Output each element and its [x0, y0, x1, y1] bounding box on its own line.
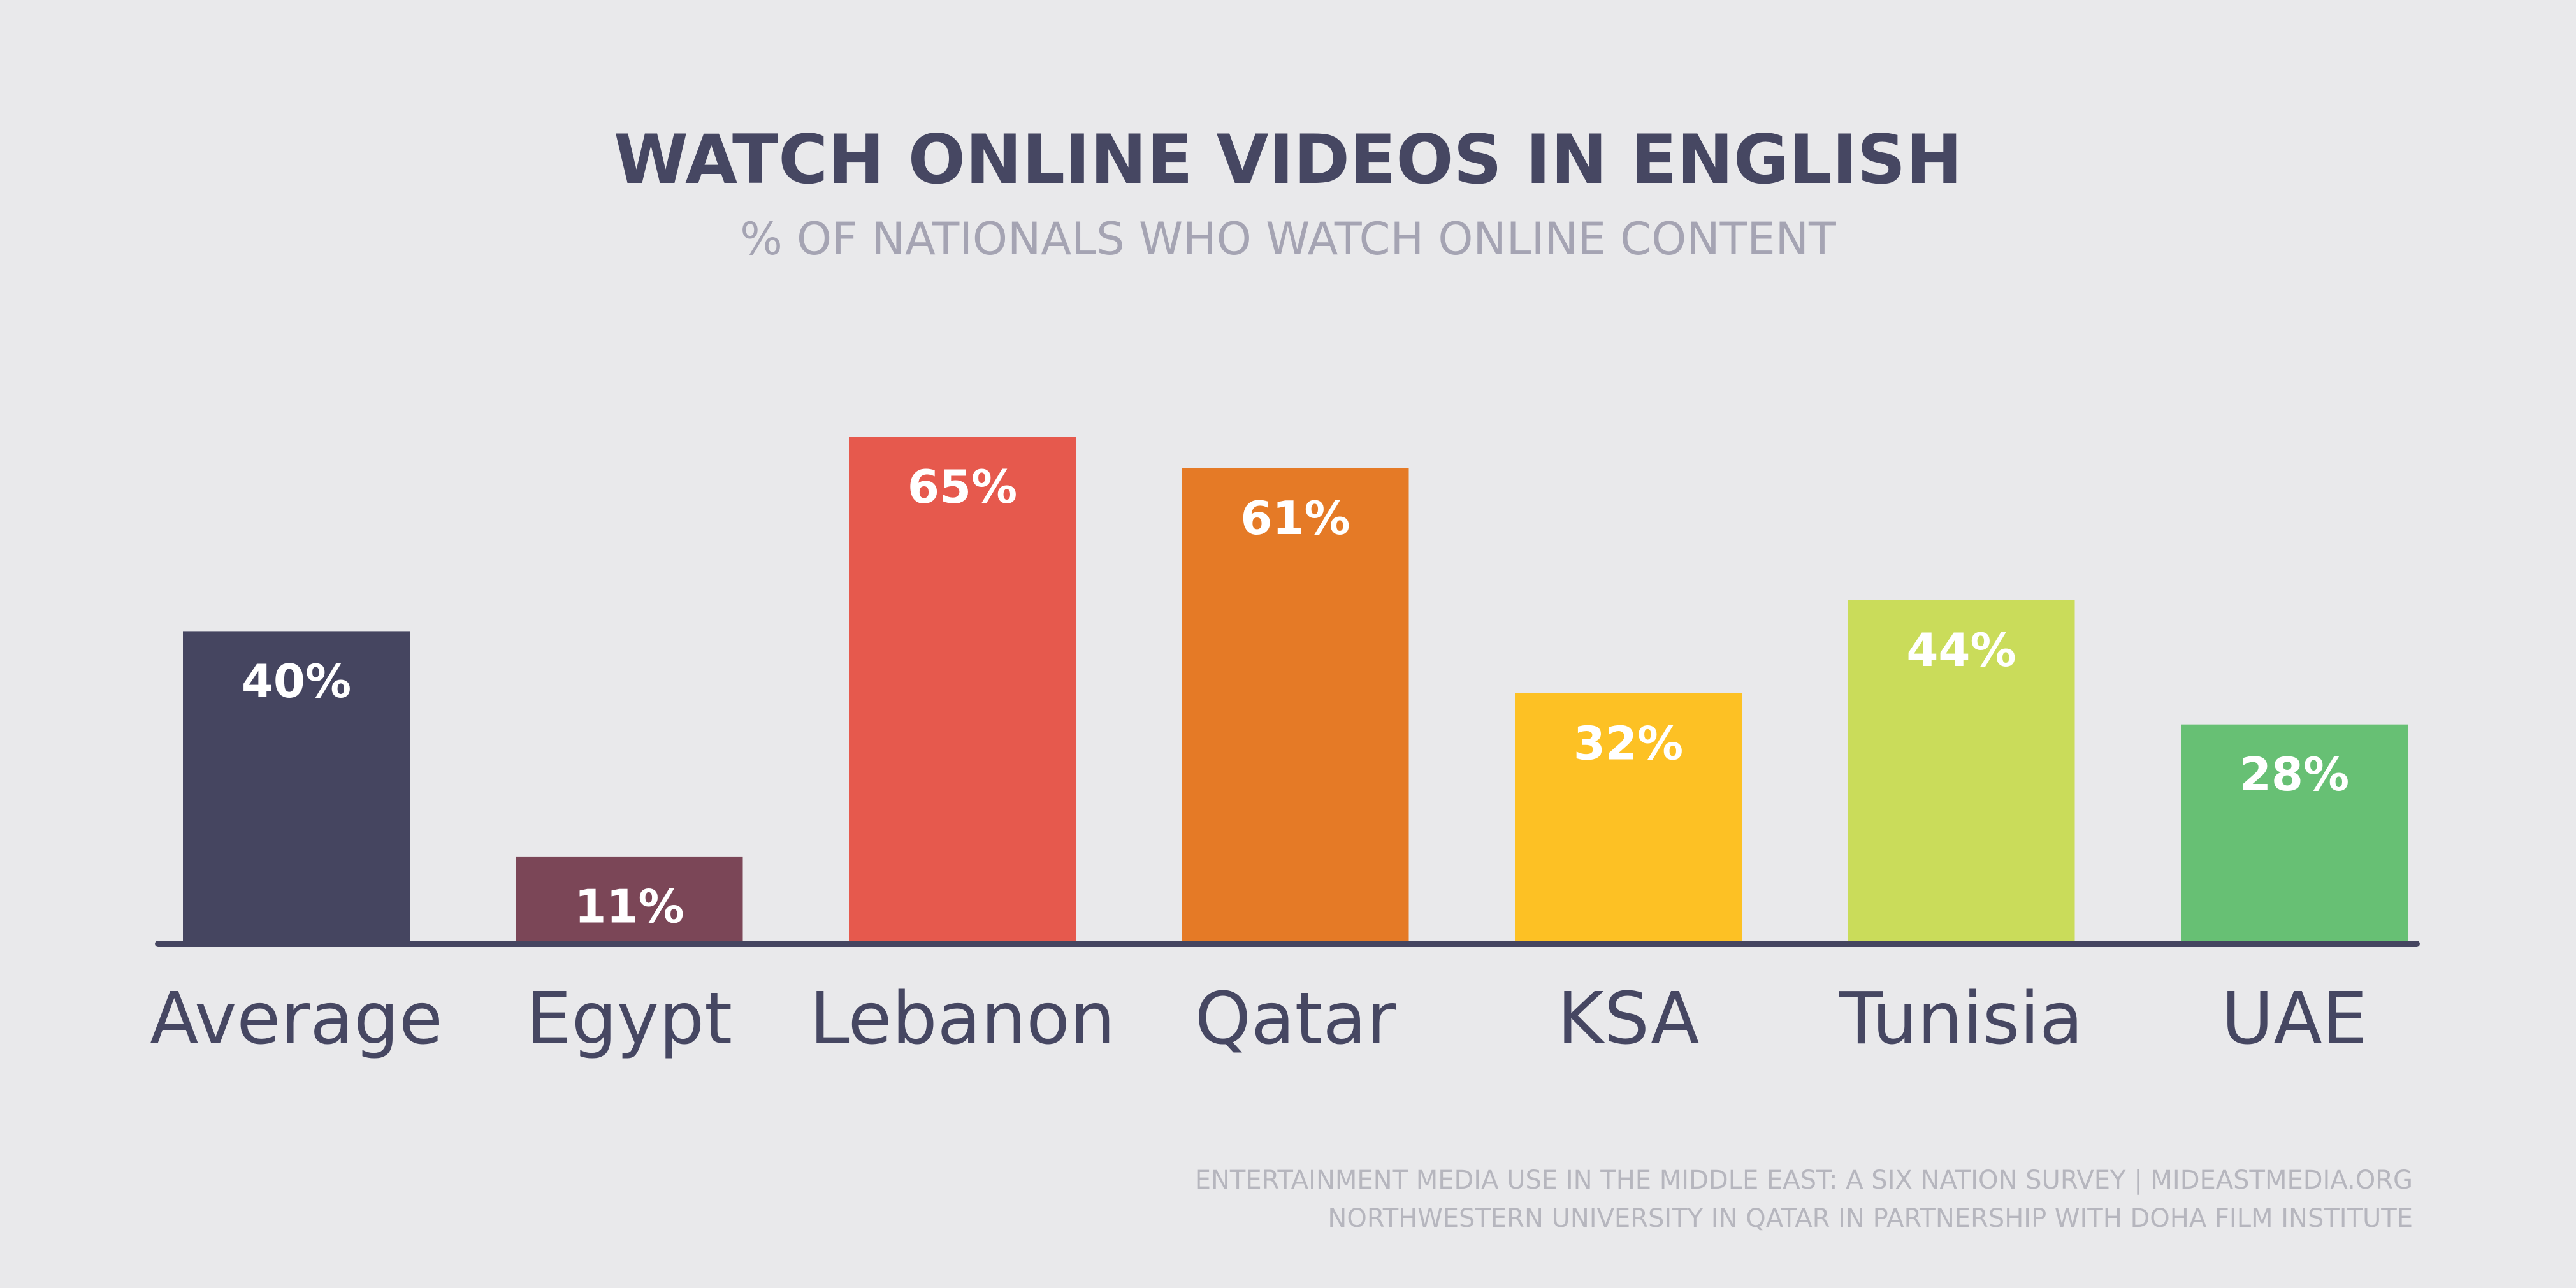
x-tick-label: UAE	[2221, 978, 2367, 1060]
bar	[849, 437, 1076, 942]
x-tick-label: Tunisia	[1839, 978, 2083, 1060]
x-tick-label: Lebanon	[809, 978, 1115, 1060]
bar	[2181, 724, 2408, 942]
x-tick-label: Qatar	[1195, 978, 1396, 1060]
value-label: 28%	[2240, 748, 2349, 801]
value-label: 32%	[1574, 716, 1683, 770]
bar	[1182, 468, 1409, 942]
value-label: 44%	[1906, 623, 2016, 677]
bar	[1848, 600, 2075, 942]
chart-subtitle: % OF NATIONALS WHO WATCH ONLINE CONTENT	[740, 213, 1836, 265]
bar	[183, 631, 410, 942]
source-line: NORTHWESTERN UNIVERSITY IN QATAR IN PART…	[1328, 1204, 2413, 1233]
value-label: 61%	[1240, 491, 1350, 545]
bars	[183, 437, 2408, 942]
value-label: 11%	[574, 879, 684, 933]
chart-title: WATCH ONLINE VIDEOS IN ENGLISH	[614, 120, 1962, 199]
source-line: ENTERTAINMENT MEDIA USE IN THE MIDDLE EA…	[1195, 1166, 2413, 1195]
bar	[516, 856, 743, 942]
value-label: 65%	[908, 460, 1017, 514]
x-tick-label: Average	[150, 978, 443, 1060]
x-tick-label: Egypt	[526, 978, 732, 1060]
bar	[1515, 693, 1742, 942]
value-label: 40%	[242, 655, 351, 708]
x-tick-label: KSA	[1557, 978, 1699, 1060]
